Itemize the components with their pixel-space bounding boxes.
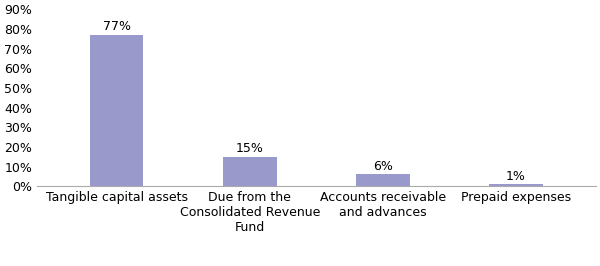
- Bar: [356, 174, 410, 186]
- Text: 77%: 77%: [103, 20, 131, 33]
- Bar: [223, 157, 277, 186]
- Bar: [90, 35, 143, 186]
- Bar: [490, 184, 542, 186]
- Text: 15%: 15%: [236, 142, 264, 155]
- Text: 1%: 1%: [506, 170, 526, 183]
- Text: 6%: 6%: [373, 160, 393, 173]
